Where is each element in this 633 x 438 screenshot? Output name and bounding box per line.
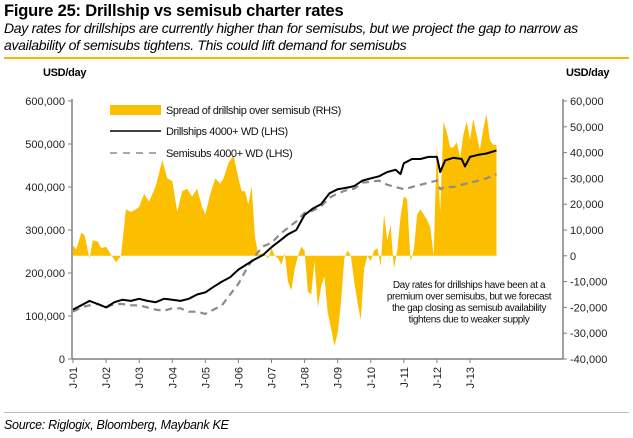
x-axis-tick-label: J-01 [68, 367, 80, 388]
x-axis-tick-label: J-10 [366, 367, 378, 388]
x-axis-tick-label: J-11 [399, 367, 411, 388]
annotation-line: tightens due to weaker supply [409, 315, 530, 326]
annotation-line: Day rates for drillships have been at a [393, 280, 546, 291]
left-axis-tick-label: 500,000 [25, 139, 65, 151]
left-axis-tick-label: 100,000 [25, 311, 65, 323]
annotation-line: the gap closing as semisub availability [392, 303, 546, 314]
annotation-line: premium over semisubs, but we forecast [387, 292, 552, 303]
footer-divider [4, 412, 629, 413]
right-axis-tick-label: -10,000 [570, 277, 607, 289]
left-axis-tick-label: 400,000 [25, 182, 65, 194]
legend-label-semisubs: Semisubs 4000+ WD (LHS) [166, 148, 292, 160]
x-axis-tick-label: J-08 [300, 367, 312, 388]
x-axis-tick-label: J-12 [432, 367, 444, 388]
right-axis-tick-label: 30,000 [570, 173, 604, 185]
x-axis-tick-label: J-02 [101, 367, 113, 388]
right-axis-tick-label: 40,000 [570, 148, 604, 160]
annotation: Day rates for drillships have been at ap… [387, 280, 552, 326]
figure-subtitle: Day rates for drillships are currently h… [4, 20, 578, 53]
right-axis-tick-label: 10,000 [570, 225, 604, 237]
spread-area-layer [73, 113, 497, 347]
legend-label-spread: Spread of drillship over semisub (RHS) [166, 105, 341, 117]
right-axis-tick-label: -20,000 [570, 302, 607, 314]
right-axis-tick-label: 60,000 [570, 96, 604, 108]
x-axis-tick-label: J-13 [465, 367, 477, 388]
source-note: Source: Riglogix, Bloomberg, Maybank KE [4, 418, 229, 432]
drillships-line [72, 149, 497, 311]
legend-swatch-spread [110, 105, 161, 115]
legend-label-drillships: Drillships 4000+ WD (LHS) [166, 126, 288, 138]
right-axis-tick-label: 20,000 [570, 199, 604, 211]
line-layer [72, 149, 497, 315]
semisubs-line [72, 173, 497, 315]
legend: Spread of drillship over semisub (RHS) Dr… [110, 105, 341, 160]
right-axis-tick-label: -30,000 [570, 328, 607, 340]
spread-area [73, 113, 497, 347]
x-axis-tick-label: J-09 [333, 367, 345, 388]
right-axis-unit-label: USD/day [566, 67, 610, 79]
axes-layer: 0 100,000 200,000 300,000 400,000 500,000 600,… [25, 96, 607, 388]
left-axis-tick-label: 300,000 [25, 225, 65, 237]
x-axis-tick-label: J-04 [167, 367, 179, 388]
left-axis-tick-label: 200,000 [25, 268, 65, 280]
right-axis-tick-label: 0 [570, 251, 576, 263]
left-axis-unit-label: USD/day [43, 67, 87, 79]
left-axis-tick-label: 0 [59, 354, 65, 366]
title-underline [4, 57, 629, 59]
right-axis-tick-label: 50,000 [570, 122, 604, 134]
x-axis-tick-label: J-07 [267, 367, 279, 388]
right-axis-tick-label: -40,000 [570, 354, 607, 366]
figure-title: Figure 25: Drillship vs semisub charter … [4, 2, 344, 20]
left-axis-tick-label: 600,000 [25, 96, 65, 108]
x-axis-tick-label: J-05 [200, 367, 212, 388]
x-axis-tick-label: J-03 [134, 367, 146, 388]
x-axis-tick-label: J-06 [233, 367, 245, 388]
